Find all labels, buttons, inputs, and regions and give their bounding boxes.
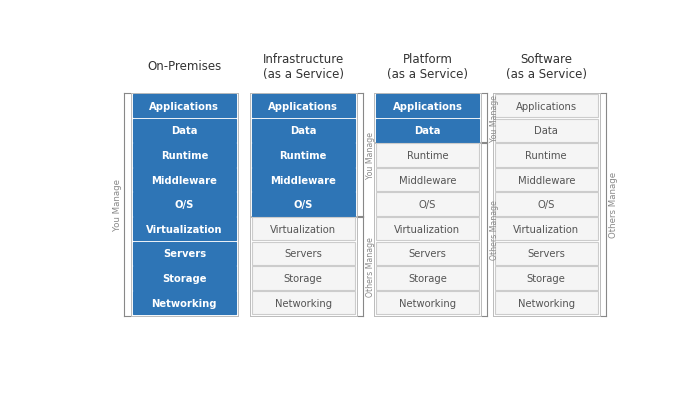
Text: Networking: Networking [399,298,456,308]
Bar [133,218,236,241]
Bar [252,169,355,192]
Bar [376,144,479,167]
Bar [376,242,479,265]
Bar [133,95,236,118]
Text: Platform
(as a Service): Platform (as a Service) [387,52,468,80]
Text: Storage: Storage [408,273,447,283]
Bar [252,193,355,216]
Bar [495,267,597,290]
Text: Servers: Servers [163,249,206,259]
Bar [133,144,236,167]
Bar [376,218,479,241]
Text: O/S: O/S [419,200,436,210]
Text: Servers: Servers [528,249,565,259]
Text: Virtualization: Virtualization [270,224,336,234]
Text: Runtime: Runtime [526,151,567,160]
Text: Runtime: Runtime [279,151,327,160]
Bar [376,267,479,290]
Bar [376,169,479,192]
Text: Servers: Servers [284,249,322,259]
Text: On-Premises: On-Premises [147,60,222,73]
Text: Others Manage: Others Manage [490,199,499,259]
Text: Virtualization: Virtualization [146,224,222,234]
Bar [133,242,236,265]
Text: Data: Data [171,126,198,136]
Text: O/S: O/S [537,200,555,210]
Text: Middleware: Middleware [518,175,575,185]
Bar [376,95,479,118]
Text: Virtualization: Virtualization [395,224,461,234]
Bar [495,119,597,143]
Bar [495,193,597,216]
Text: Data: Data [290,126,316,136]
Text: Middleware: Middleware [399,175,456,185]
Bar [376,193,479,216]
Text: Data: Data [414,126,441,136]
Bar [133,291,236,315]
Bar [495,95,597,118]
Bar [376,291,479,315]
Bar [252,242,355,265]
Bar [133,169,236,192]
Text: Software
(as a Service): Software (as a Service) [506,52,587,80]
Text: Runtime: Runtime [406,151,448,160]
Text: Middleware: Middleware [151,175,217,185]
Bar [252,144,355,167]
Bar [495,291,597,315]
Text: Runtime: Runtime [161,151,208,160]
Bar [252,218,355,241]
Text: O/S: O/S [293,200,313,210]
Text: Applications: Applications [268,101,338,111]
Text: O/S: O/S [175,200,194,210]
Bar [133,193,236,216]
Text: Networking: Networking [518,298,575,308]
Bar [133,267,236,290]
Bar [133,119,236,143]
Text: Middleware: Middleware [270,175,336,185]
Text: Storage: Storage [527,273,566,283]
Text: Storage: Storage [162,273,206,283]
Bar [252,267,355,290]
Bar [495,242,597,265]
Text: Applications: Applications [149,101,220,111]
Bar [495,218,597,241]
Text: Others Manage: Others Manage [366,236,375,296]
Text: Infrastructure
(as a Service): Infrastructure (as a Service) [263,52,344,80]
Text: You Manage: You Manage [366,132,375,179]
Text: Applications: Applications [516,101,577,111]
Text: Storage: Storage [284,273,323,283]
Bar [495,169,597,192]
Text: Others Manage: Others Manage [608,172,618,238]
Bar [495,144,597,167]
Text: You Manage: You Manage [490,95,499,142]
Text: Virtualization: Virtualization [513,224,579,234]
Text: Networking: Networking [275,298,332,308]
Text: You Manage: You Manage [113,179,122,231]
Text: Servers: Servers [408,249,446,259]
Bar [252,95,355,118]
Text: Networking: Networking [152,298,217,308]
Text: Applications: Applications [392,101,462,111]
Text: Data: Data [535,126,558,136]
Bar [376,119,479,143]
Bar [252,291,355,315]
Bar [252,119,355,143]
